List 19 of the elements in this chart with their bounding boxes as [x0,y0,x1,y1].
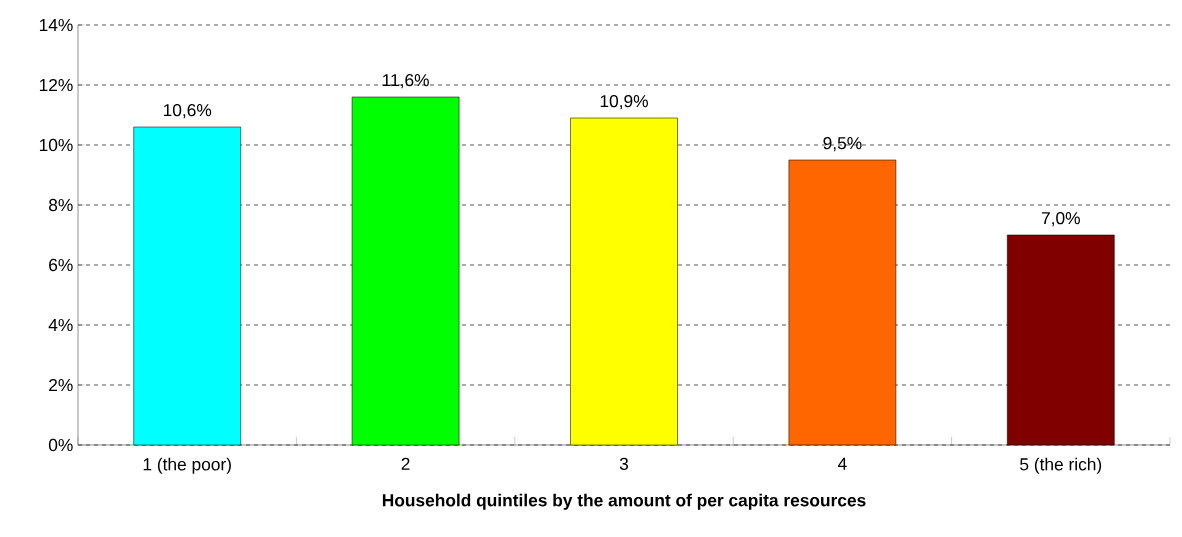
x-tick-label: 5 (the rich) [1020,457,1102,474]
x-tick-label: 1 (the poor) [143,457,231,474]
x-tick-label: 3 [619,457,629,470]
data-label: 11,6% [382,73,429,89]
data-label: 10,9% [600,94,648,110]
data-label: 9,5% [823,136,862,152]
data-label: 10,6% [163,103,212,119]
x-tick-label: 2 [401,457,410,470]
y-tick-label: 6% [49,258,73,272]
y-tick-label: 0% [48,438,73,452]
y-tick-label: 8% [49,198,73,212]
y-tick-label: 4% [48,318,73,332]
y-tick-label: 10% [39,138,73,152]
y-tick-label: 14% [39,18,73,32]
x-tick-label: 4 [837,457,847,470]
y-tick-label: 12% [39,78,73,92]
y-tick-label: 2% [49,378,73,392]
data-label: 7,0% [1041,211,1080,227]
x-axis-title: Household quintiles by the amount of per capita resources [382,493,866,510]
